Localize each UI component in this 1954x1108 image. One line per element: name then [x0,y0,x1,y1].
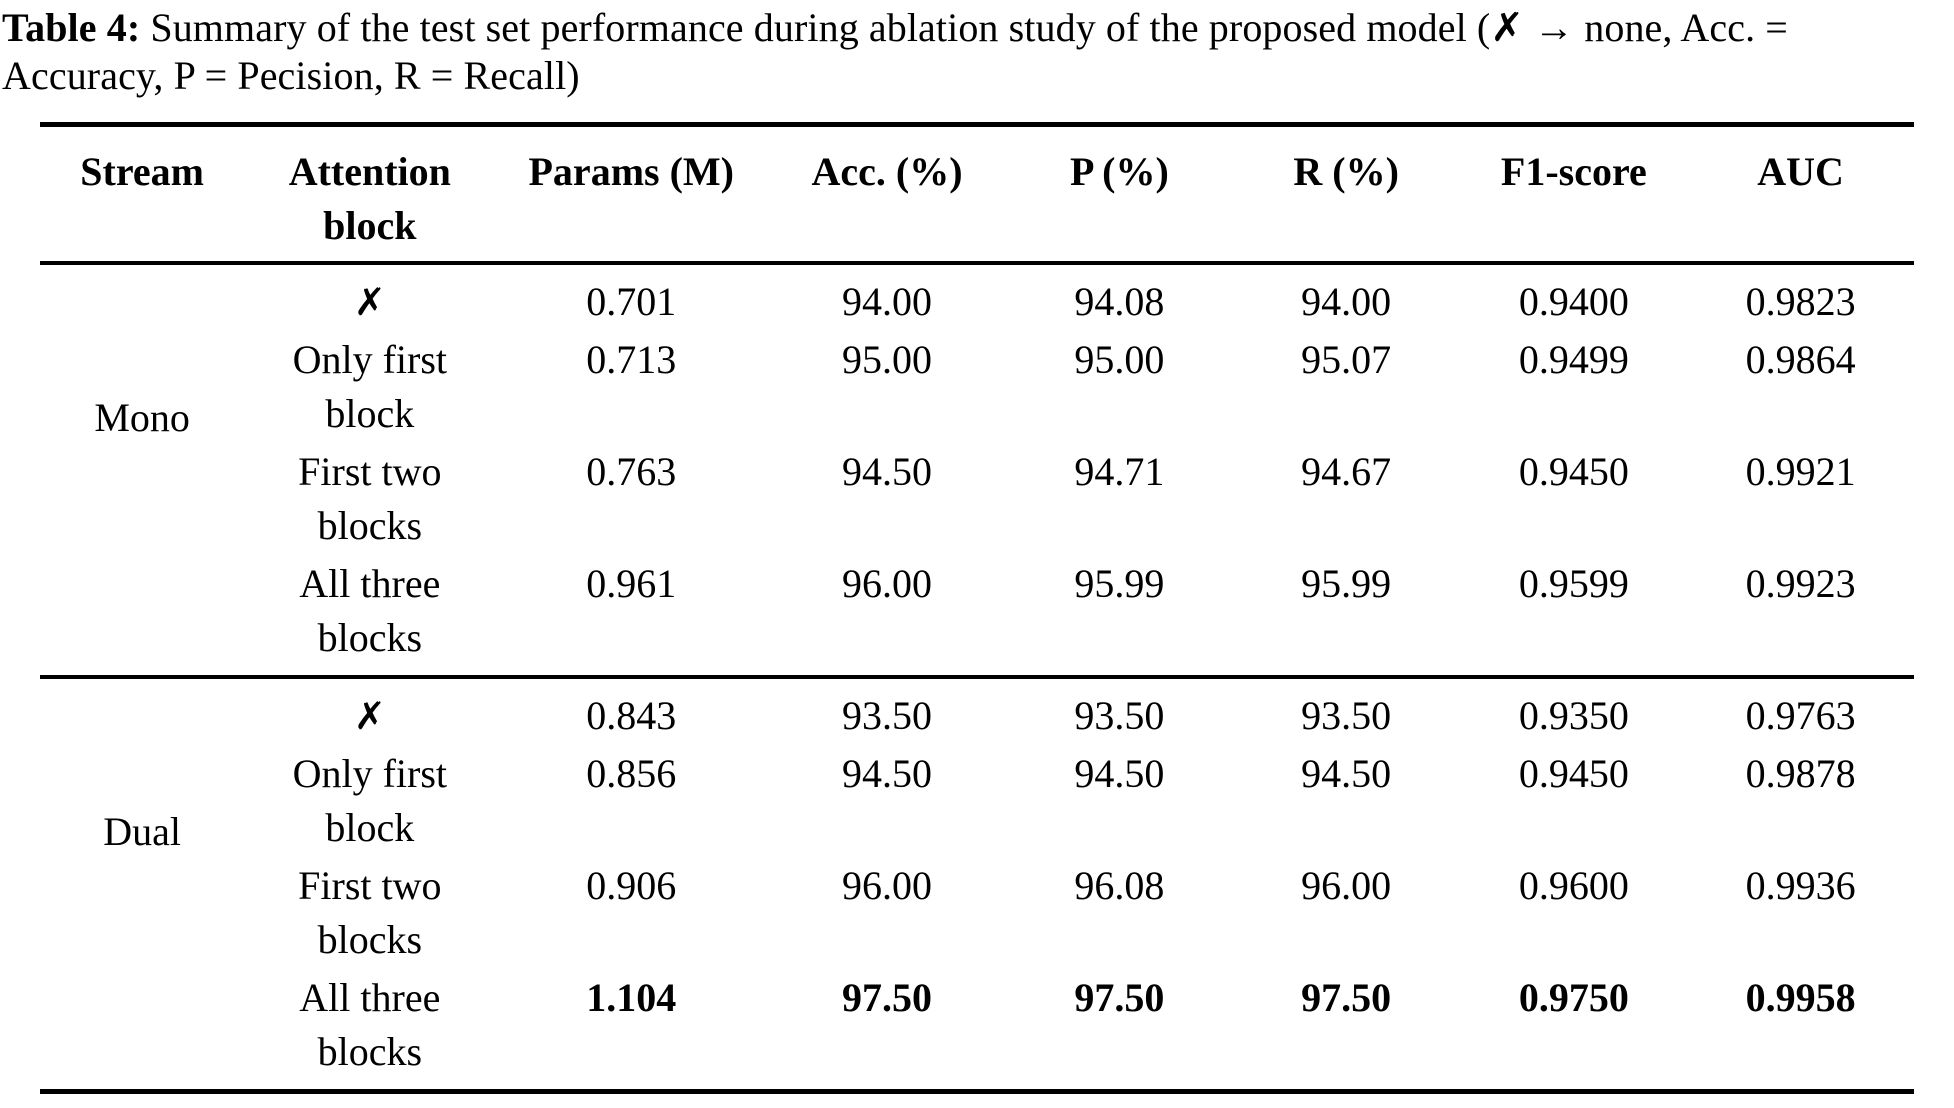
table-row: Only first block 0.856 94.50 94.50 94.50… [40,745,1914,857]
stream-label: Mono [94,395,190,440]
cell-params: 0.763 [586,449,677,494]
cell-precision: 95.99 [1074,561,1165,606]
cell-precision: 94.08 [1074,279,1165,324]
table-row: Dual ✗ 0.843 93.50 93.50 93.50 0.9350 0.… [40,677,1914,854]
cell-f1-score: 0.9350 [1518,693,1629,738]
cell-recall: 95.99 [1301,561,1392,606]
cell-recall: 97.50 [1301,975,1392,1020]
group-mono: Mono ✗ 0.701 94.00 94.08 94.00 0.9400 0.… [40,263,1914,677]
cell-accuracy: 93.50 [842,693,933,738]
cell-attention-block: All three blocks [299,975,441,1074]
column-header-auc: AUC [1757,149,1844,194]
cell-f1-score: 0.9450 [1518,449,1629,494]
cell-precision: 97.50 [1074,975,1165,1020]
cell-params: 0.961 [586,561,677,606]
cell-attention-block: Only first block [292,751,448,850]
cell-attention-block: All three blocks [299,561,441,660]
cell-auc: 0.9864 [1745,337,1856,382]
cell-attention-block: ✗ [353,280,386,324]
header-row: Stream Attention block Params (M) Acc. (… [40,125,1914,264]
cell-auc: 0.9921 [1745,449,1856,494]
cell-f1-score: 0.9599 [1518,561,1629,606]
cell-params: 0.701 [586,279,677,324]
cell-recall: 94.50 [1301,751,1392,796]
ablation-results-table: Stream Attention block Params (M) Acc. (… [40,122,1914,1094]
column-header-attention-block: Attention block [288,149,451,248]
cell-attention-block: First two blocks [298,863,442,962]
cell-accuracy: 96.00 [842,863,933,908]
cell-precision: 94.71 [1074,449,1165,494]
column-header-recall: R (%) [1293,149,1399,194]
cell-precision: 94.50 [1074,751,1165,796]
cell-attention-block: ✗ [353,694,386,738]
table-row: Only first block 0.713 95.00 95.00 95.07… [40,331,1914,443]
cell-accuracy: 94.00 [842,279,933,324]
column-header-precision: P (%) [1069,149,1169,194]
cell-params: 0.906 [586,863,677,908]
stream-cell-dual: Dual [40,677,244,1092]
stream-cell-mono: Mono [40,263,244,677]
cell-precision: 93.50 [1074,693,1165,738]
cell-auc: 0.9823 [1745,279,1856,324]
caption-label: Table 4: [2,5,141,50]
table-row: First two blocks 0.763 94.50 94.71 94.67… [40,443,1914,555]
column-header-accuracy: Acc. (%) [811,149,963,194]
cell-accuracy: 94.50 [842,751,933,796]
cell-f1-score: 0.9499 [1518,337,1629,382]
table-row: First two blocks 0.906 96.00 96.08 96.00… [40,857,1914,969]
caption-text: Summary of the test set performance duri… [2,5,1788,98]
cell-params: 0.843 [586,693,677,738]
cell-auc: 0.9923 [1745,561,1856,606]
cell-recall: 94.00 [1301,279,1392,324]
stream-label: Dual [103,809,182,854]
cell-f1-score: 0.9450 [1518,751,1629,796]
column-header-params: Params (M) [528,149,734,194]
group-dual: Dual ✗ 0.843 93.50 93.50 93.50 0.9350 0.… [40,677,1914,1092]
table-caption: Table 4: Summary of the test set perform… [0,0,1954,100]
cell-auc: 0.9958 [1745,975,1856,1020]
cell-precision: 95.00 [1074,337,1165,382]
column-header-f1-score: F1-score [1500,149,1647,194]
cell-attention-block: Only first block [292,337,448,436]
cell-f1-score: 0.9600 [1518,863,1629,908]
cell-f1-score: 0.9400 [1518,279,1629,324]
cell-accuracy: 94.50 [842,449,933,494]
table-row: Mono ✗ 0.701 94.00 94.08 94.00 0.9400 0.… [40,263,1914,440]
cell-params: 0.713 [586,337,677,382]
cell-params: 1.104 [586,975,677,1020]
cell-accuracy: 97.50 [842,975,933,1020]
ablation-table-container: Stream Attention block Params (M) Acc. (… [40,122,1914,1094]
cell-attention-block: First two blocks [298,449,442,548]
cell-auc: 0.9763 [1745,693,1856,738]
cell-accuracy: 96.00 [842,561,933,606]
cell-auc: 0.9936 [1745,863,1856,908]
cell-recall: 95.07 [1301,337,1392,382]
cell-auc: 0.9878 [1745,751,1856,796]
cell-accuracy: 95.00 [842,337,933,382]
table-row: All three blocks 0.961 96.00 95.99 95.99… [40,555,1914,677]
cell-recall: 93.50 [1301,693,1392,738]
cell-recall: 96.00 [1301,863,1392,908]
cell-f1-score: 0.9750 [1518,975,1629,1020]
cell-recall: 94.67 [1301,449,1392,494]
cell-precision: 96.08 [1074,863,1165,908]
table-header: Stream Attention block Params (M) Acc. (… [40,124,1914,264]
cell-params: 0.856 [586,751,677,796]
table-row-best: All three blocks 1.104 97.50 97.50 97.50… [40,969,1914,1092]
column-header-stream: Stream [80,149,204,194]
